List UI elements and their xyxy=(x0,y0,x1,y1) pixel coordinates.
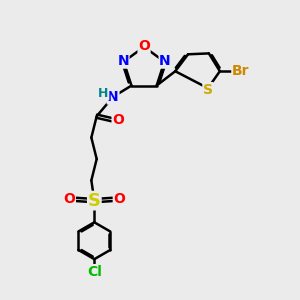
Text: S: S xyxy=(88,192,101,210)
Text: N: N xyxy=(159,54,171,68)
Text: Br: Br xyxy=(232,64,249,78)
Text: O: O xyxy=(63,192,75,206)
Text: N: N xyxy=(117,54,129,68)
Text: H: H xyxy=(98,87,109,100)
Text: O: O xyxy=(138,39,150,53)
Text: O: O xyxy=(113,192,125,206)
Text: S: S xyxy=(203,83,213,97)
Text: Cl: Cl xyxy=(87,265,102,279)
Text: O: O xyxy=(112,113,124,127)
Text: N: N xyxy=(107,90,119,104)
